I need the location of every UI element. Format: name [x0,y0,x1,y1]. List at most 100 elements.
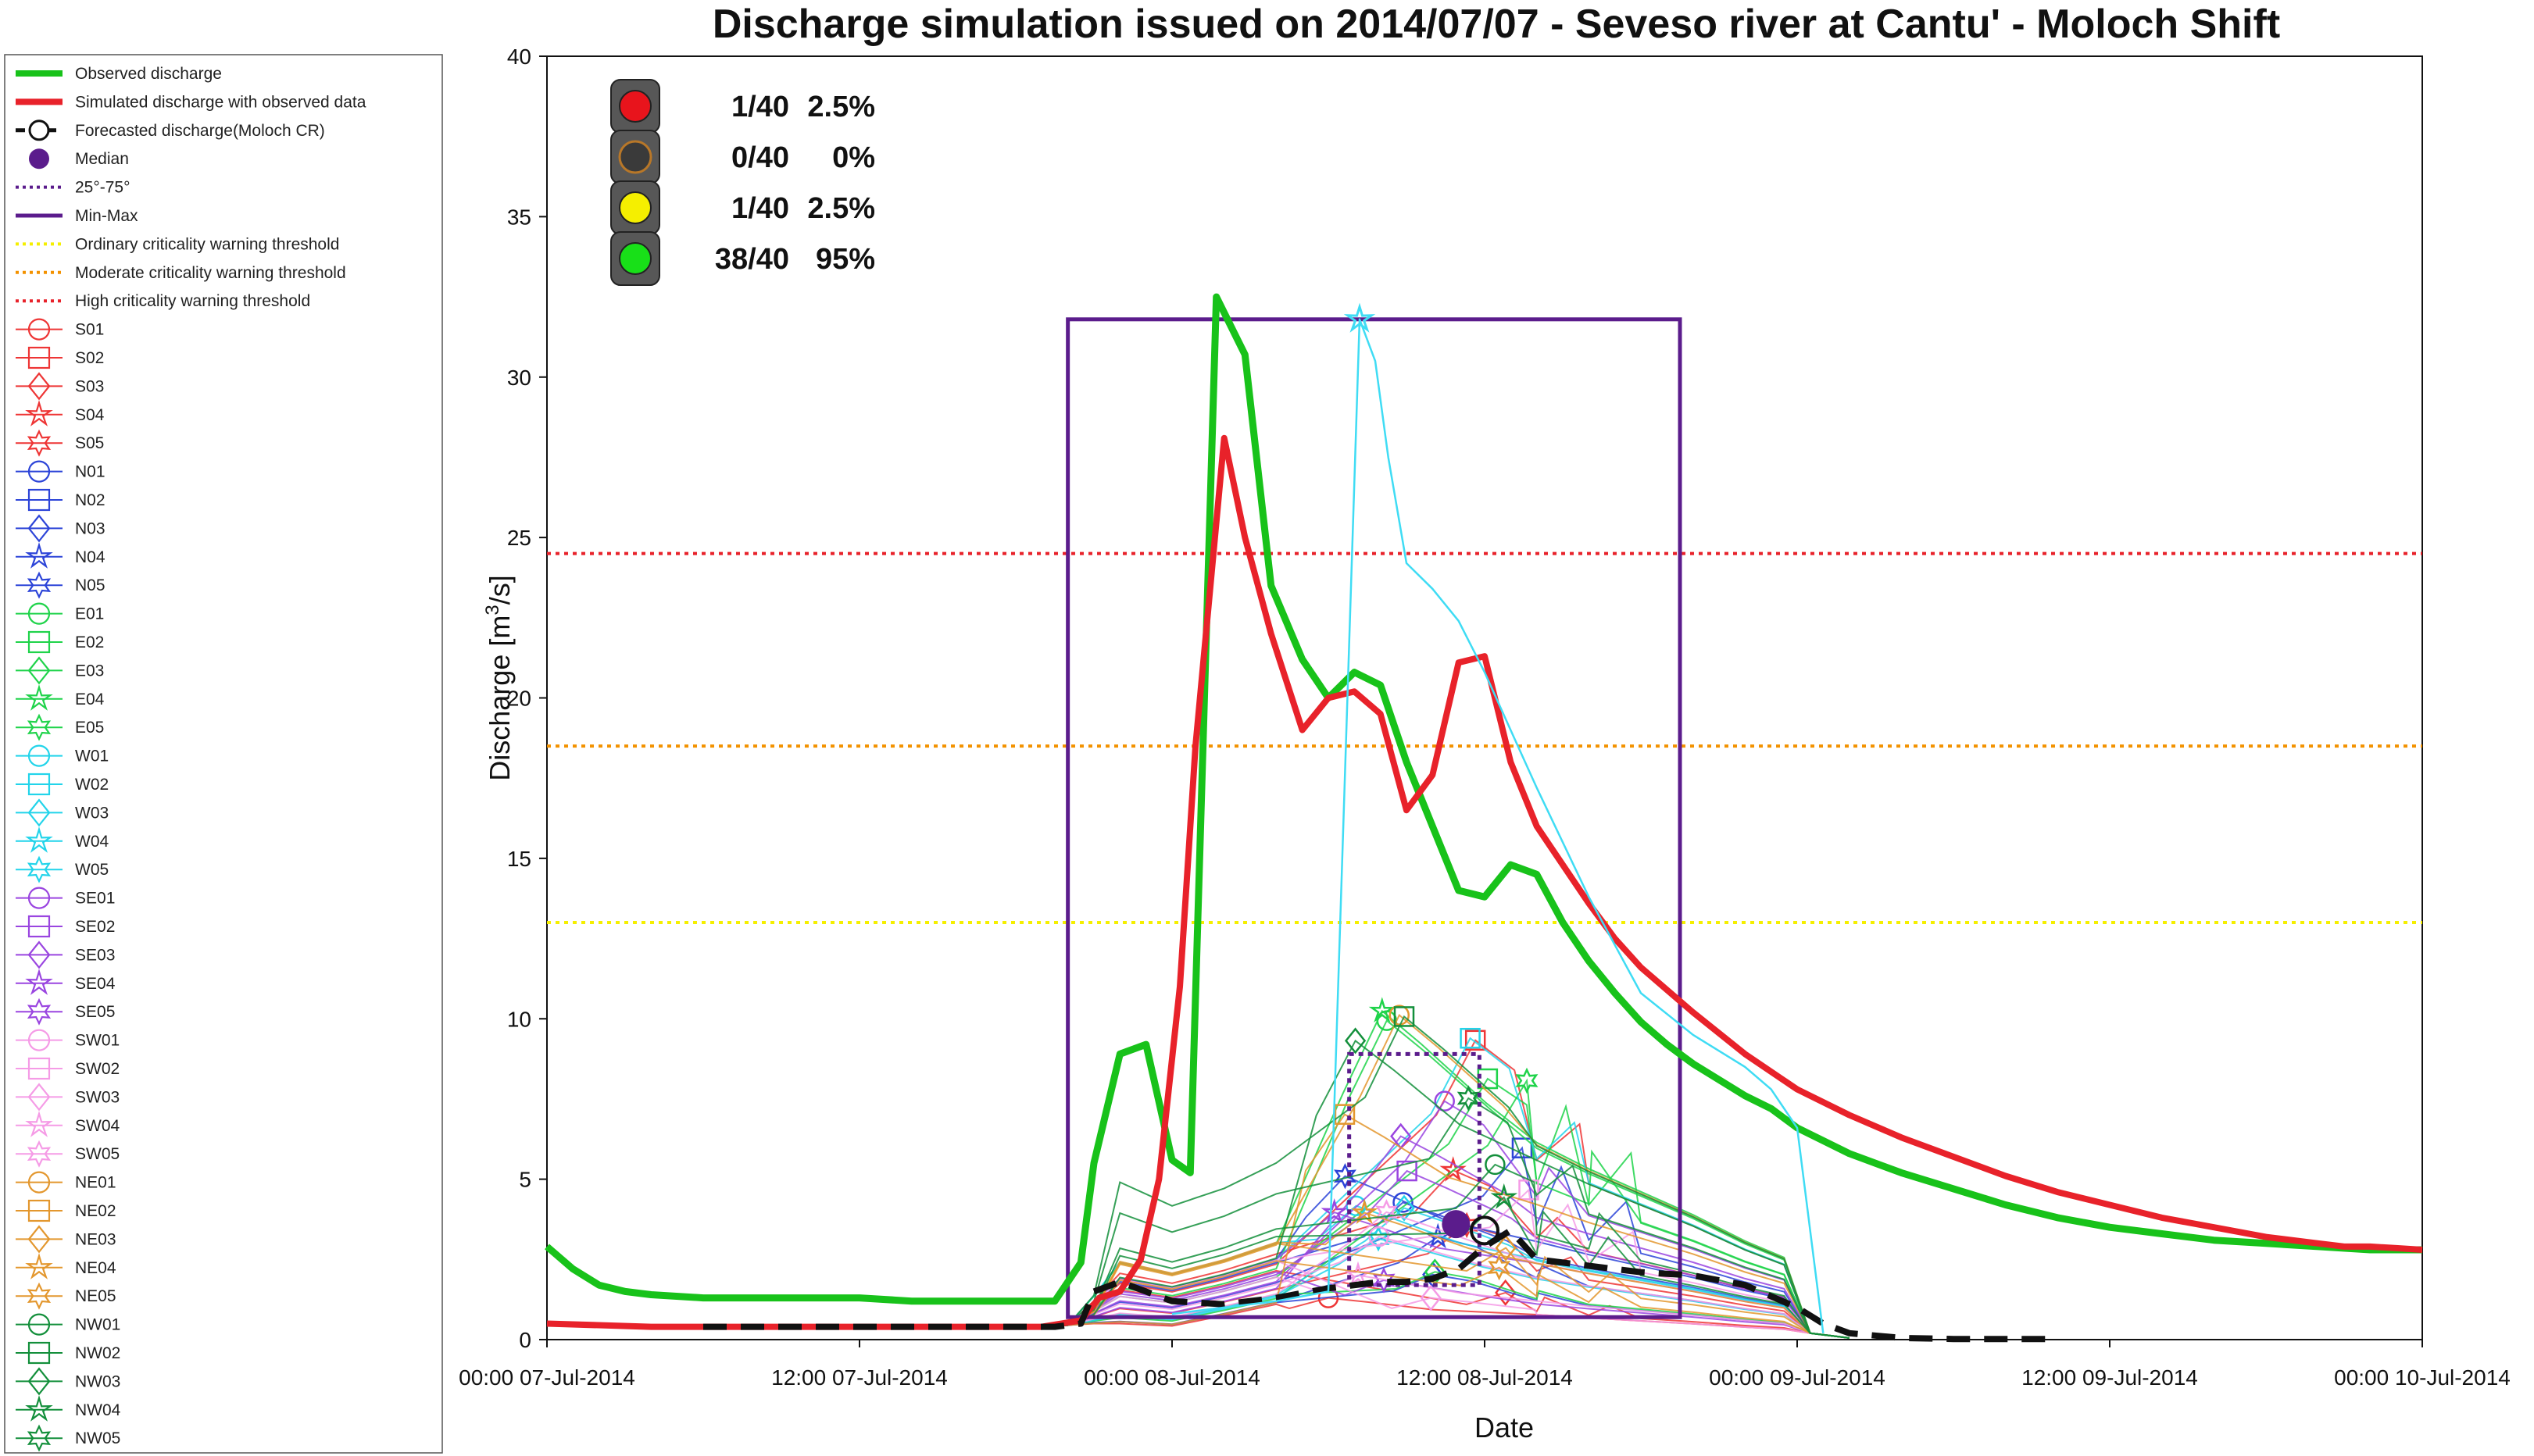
legend-entry: High criticality warning threshold [16,292,310,310]
legend-entry: Min-Max [16,207,138,225]
legend-entry: E03 [16,656,104,685]
legend-entry: S01 [16,318,104,341]
legend-marker [25,968,53,995]
y-axis-label: Discharge [m3/s] [482,575,516,780]
legend-label: E03 [75,662,104,680]
legend-label: E04 [75,691,105,708]
legend-label: SW01 [75,1032,120,1050]
legend-marker [27,1424,52,1452]
legend-entry: S02 [16,346,104,369]
legend-entry: W01 [16,744,109,767]
legend-marker [28,120,50,141]
legend-label: NE05 [75,1287,116,1305]
legend-label: E02 [75,633,104,651]
traffic-light-lamp [618,140,652,174]
legend-entry: SE05 [16,997,115,1026]
ensemble-peak-marker-nw01 [1485,1154,1506,1176]
legend-label: SE01 [75,890,115,908]
ensemble-peak-marker-ne05 [1488,1254,1511,1281]
legend-marker [27,1367,51,1396]
legend-entry: SE03 [16,940,115,969]
legend-entry: SW01 [16,1029,120,1051]
legend-entry: Simulated discharge with observed data [16,93,366,111]
traffic-light-percent: 0% [832,141,875,174]
legend-label: NW04 [75,1401,121,1419]
legend-marker [27,602,51,625]
ensemble-line-ne05 [1015,1260,1850,1339]
legend-marker [27,855,52,883]
traffic-light-panel: 1/40 2.5% 0/40 0% 1/40 2.5% 38/40 95% [610,79,875,286]
legend-label: 25°-75° [75,179,130,197]
legend-label: SE04 [75,975,116,993]
legend-label: NW01 [75,1316,120,1334]
legend-label: E01 [75,605,104,623]
ensemble-line-ne04 [1015,1212,1850,1339]
ensemble-peak-marker-e05 [1515,1067,1539,1094]
forecast-discharge-line [703,1227,2058,1343]
legend-marker [27,713,52,741]
y-tick-label: 5 [519,1168,531,1192]
legend-label: NE02 [75,1202,116,1220]
y-tick-label: 0 [519,1328,531,1352]
ensemble-line-w04 [1171,318,1825,1333]
ensemble-peak-marker-n01 [1392,1192,1414,1213]
legend-marker [27,346,51,369]
legend-marker [27,460,51,483]
legend-label: N05 [75,576,105,594]
legend-marker [27,1225,51,1254]
legend-entry: Observed discharge [16,65,222,83]
legend-entry: W04 [16,826,109,853]
legend-entry: W03 [16,798,109,827]
legend-entry: NE03 [16,1225,116,1254]
ensemble-peak-marker-nw02 [1393,1006,1415,1027]
legend-label: SW03 [75,1088,120,1106]
chart-title: Discharge simulation issued on 2014/07/0… [713,2,2280,47]
ensemble-peak-marker-ne03 [1495,1234,1517,1262]
legend-label: SE03 [75,946,115,964]
legend-entry: NE04 [16,1252,116,1279]
y-tick-label: 20 [507,687,531,711]
traffic-light-lamp [619,90,652,123]
legend-entry: N01 [16,460,105,483]
legend-marker [27,1171,51,1194]
legend-entry: W05 [16,855,109,883]
traffic-light-percent: 95% [816,243,875,276]
legend-label: SE02 [75,918,115,936]
legend-marker [25,1110,53,1137]
traffic-light-lamp [619,191,652,224]
legend-label: SE05 [75,1003,115,1021]
ensemble-peak-marker-sw04 [1344,1261,1372,1287]
legend-entry: NW05 [16,1424,120,1452]
legend-marker [25,683,53,711]
legend-entry: N02 [16,488,105,512]
traffic-light-count: 0/40 [731,141,789,174]
legend-marker [27,798,51,827]
legend-marker [27,1199,51,1222]
simulated-discharge-line [546,434,2423,1330]
legend-entry: E05 [16,713,104,741]
ensemble-line-se01 [1015,1100,1850,1339]
legend-entry: Moderate criticality warning threshold [16,264,346,282]
legend-marker [27,514,51,543]
ensemble-peak-marker-se04 [1321,1198,1348,1224]
x-tick-label: 00:00 08-Jul-2014 [1084,1365,1260,1390]
legend-entry: SE04 [16,968,116,995]
legend-entry: NW01 [16,1313,120,1336]
ensemble-line-nw02 [1015,1015,1850,1339]
legend-entry: S03 [16,372,104,401]
legend-swatch [29,148,49,170]
plot-area: 0 5 10 15 20 25 30 35 40 00:00 07-Jul-2014 12:00 0… [459,45,2511,1390]
legend-label: N02 [75,491,105,509]
ensemble-peak-marker-e04 [1368,997,1396,1023]
ensemble-line-sw01 [1015,1236,1850,1339]
forecast-peak-marker [1470,1215,1499,1246]
legend-label: S02 [75,349,104,367]
legend-label: S03 [75,377,104,395]
legend-label: W04 [75,833,109,851]
legend: Observed discharge Simulated discharge wi… [4,54,443,1454]
legend-marker [27,656,51,685]
ensemble-peak-marker-w04 [1343,302,1376,333]
x-tick-label: 00:00 07-Jul-2014 [459,1365,635,1390]
ensemble-line-nw04 [1015,1196,1850,1339]
